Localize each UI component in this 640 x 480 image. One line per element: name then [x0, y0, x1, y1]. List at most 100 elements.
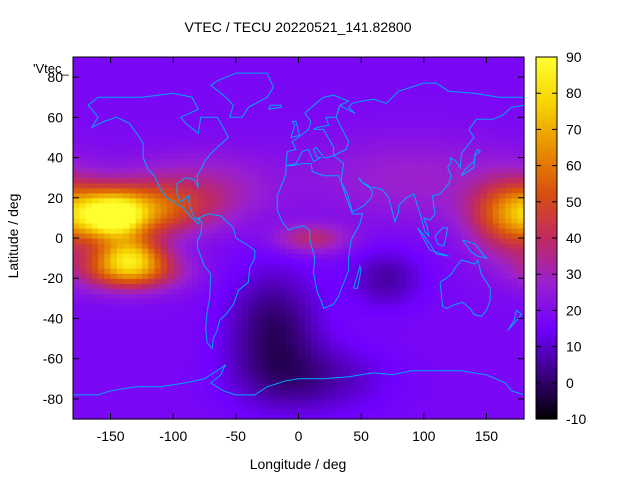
heatmap-cell: [423, 268, 431, 274]
heatmap-cell: [329, 253, 337, 259]
heatmap-cell: [91, 338, 99, 345]
heatmap-cell: [336, 308, 343, 315]
heatmap-cell: [273, 217, 281, 224]
heatmap-cell: [379, 313, 387, 320]
heatmap-cell: [311, 227, 318, 234]
heatmap-cell: [129, 358, 137, 365]
heatmap-cell: [198, 82, 206, 88]
heatmap-cell: [480, 102, 488, 108]
heatmap-cell: [498, 253, 506, 259]
heatmap-cell: [473, 202, 481, 209]
heatmap-cell: [185, 127, 193, 134]
heatmap-cell: [235, 232, 243, 239]
heatmap-cell: [404, 273, 412, 279]
heatmap-cell: [242, 253, 249, 259]
heatmap-cell: [79, 182, 87, 189]
heatmap-cell: [185, 87, 193, 93]
heatmap-cell: [148, 207, 156, 214]
heatmap-cell: [336, 333, 343, 340]
heatmap-cell: [480, 187, 488, 194]
heatmap-cell: [430, 333, 437, 340]
heatmap-cell: [116, 413, 124, 420]
heatmap-cell: [455, 212, 462, 219]
heatmap-cell: [235, 167, 243, 174]
heatmap-cell: [91, 172, 99, 179]
heatmap-cell: [336, 273, 343, 279]
heatmap-cell: [185, 413, 193, 420]
heatmap-cell: [455, 313, 462, 320]
heatmap-cell: [79, 363, 87, 370]
heatmap-cell: [192, 358, 199, 365]
heatmap-cell: [354, 97, 362, 103]
heatmap-cell: [104, 132, 112, 139]
heatmap-cell: [254, 102, 262, 108]
heatmap-cell: [173, 313, 181, 320]
heatmap-cell: [210, 248, 218, 254]
heatmap-cell: [154, 137, 162, 144]
heatmap-cell: [173, 303, 181, 309]
heatmap-cell: [411, 273, 419, 279]
heatmap-cell: [442, 388, 450, 395]
heatmap-cell: [79, 82, 87, 88]
heatmap-cell: [323, 313, 331, 320]
heatmap-cell: [404, 147, 412, 154]
heatmap-cell: [273, 167, 281, 174]
heatmap-cell: [292, 192, 300, 199]
heatmap-cell: [135, 97, 143, 103]
heatmap-cell: [361, 207, 368, 214]
heatmap-cell: [292, 243, 300, 249]
heatmap-cell: [135, 172, 143, 179]
heatmap-cell: [392, 102, 400, 108]
heatmap-cell: [311, 248, 318, 254]
heatmap-cell: [311, 408, 318, 415]
heatmap-cell: [411, 72, 419, 78]
heatmap-cell: [455, 403, 462, 410]
heatmap-cell: [361, 227, 368, 234]
heatmap-cell: [361, 232, 368, 239]
heatmap-cell: [411, 263, 419, 269]
heatmap-cell: [148, 398, 156, 405]
heatmap-cell: [242, 182, 249, 189]
heatmap-cell: [455, 338, 462, 345]
heatmap-cell: [104, 403, 112, 410]
heatmap-cell: [473, 107, 481, 113]
heatmap-cell: [73, 268, 80, 274]
heatmap-cell: [411, 82, 419, 88]
heatmap-cell: [229, 263, 237, 269]
heatmap-cell: [436, 202, 444, 209]
heatmap-cell: [79, 77, 87, 83]
heatmap-cell: [436, 398, 444, 405]
heatmap-cell: [154, 217, 162, 224]
heatmap-cell: [379, 303, 387, 309]
heatmap-cell: [367, 383, 375, 390]
heatmap-cell: [217, 323, 224, 330]
heatmap-cell: [123, 318, 130, 325]
heatmap-cell: [235, 348, 243, 355]
heatmap-cell: [354, 227, 362, 234]
heatmap-cell: [235, 182, 243, 189]
heatmap-cell: [129, 378, 137, 385]
heatmap-cell: [498, 348, 506, 355]
heatmap-cell: [204, 328, 212, 335]
heatmap-cell: [423, 152, 431, 159]
heatmap-cell: [461, 333, 469, 340]
heatmap-cell: [179, 258, 187, 264]
heatmap-cell: [235, 137, 243, 144]
heatmap-cell: [323, 122, 331, 128]
heatmap-cell: [235, 318, 243, 325]
heatmap-cell: [185, 102, 193, 108]
heatmap-cell: [486, 182, 494, 189]
heatmap-cell: [141, 232, 149, 239]
heatmap-cell: [248, 298, 256, 304]
heatmap-cell: [273, 393, 281, 400]
heatmap-cell: [361, 248, 368, 254]
heatmap-cell: [104, 182, 112, 189]
heatmap-cell: [166, 308, 174, 315]
heatmap-cell: [185, 363, 193, 370]
heatmap-cell: [129, 283, 137, 289]
heatmap-cell: [135, 258, 143, 264]
heatmap-cell: [285, 77, 293, 83]
heatmap-cell: [254, 127, 262, 134]
heatmap-cell: [473, 77, 481, 83]
heatmap-cell: [379, 373, 387, 380]
